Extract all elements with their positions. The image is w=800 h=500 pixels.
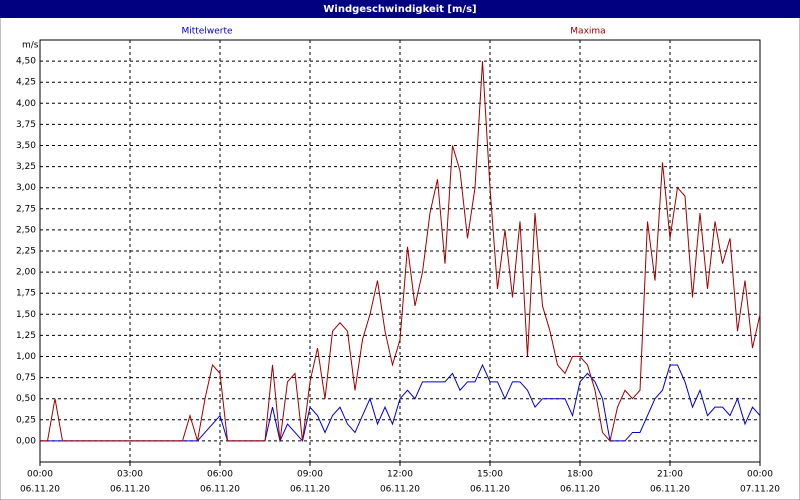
x-tick-label: 21:00 bbox=[657, 470, 683, 480]
y-tick-label: 0,00 bbox=[16, 436, 36, 446]
x-tick-date: 06.11.20 bbox=[380, 485, 420, 495]
y-tick-label: 3,50 bbox=[16, 141, 36, 151]
y-tick-label: 0,50 bbox=[16, 394, 36, 404]
y-tick-label: 3,75 bbox=[16, 120, 36, 130]
y-tick-label: 1,00 bbox=[16, 352, 36, 362]
x-tick-label: 06:00 bbox=[207, 470, 233, 480]
y-axis-label: m/s bbox=[22, 41, 39, 51]
title-bar bbox=[0, 0, 800, 18]
x-tick-date: 06.11.20 bbox=[110, 485, 150, 495]
y-tick-label: 2,75 bbox=[16, 204, 36, 214]
y-tick-label: 1,50 bbox=[16, 310, 36, 320]
chart-title: Windgeschwindigkeit [m/s] bbox=[323, 4, 476, 15]
x-tick-date: 06.11.20 bbox=[20, 485, 60, 495]
y-tick-label: 2,00 bbox=[16, 268, 36, 278]
y-tick-label: 4,25 bbox=[16, 78, 36, 88]
x-tick-label: 00:00 bbox=[27, 470, 53, 480]
y-tick-label: 4,00 bbox=[16, 99, 36, 109]
x-tick-label: 12:00 bbox=[387, 470, 413, 480]
y-tick-label: 1,75 bbox=[16, 289, 36, 299]
x-tick-date: 06.11.20 bbox=[650, 485, 690, 495]
y-tick-label: 1,25 bbox=[16, 331, 36, 341]
y-tick-label: 2,25 bbox=[16, 247, 36, 257]
x-tick-date: 06.11.20 bbox=[560, 485, 600, 495]
x-tick-label: 18:00 bbox=[567, 470, 593, 480]
x-tick-date: 06.11.20 bbox=[470, 485, 510, 495]
x-tick-label: 03:00 bbox=[117, 470, 143, 480]
x-tick-date: 07.11.20 bbox=[740, 485, 780, 495]
y-tick-label: 3,25 bbox=[16, 162, 36, 172]
y-tick-label: 4,50 bbox=[16, 57, 36, 67]
x-tick-label: 00:00 bbox=[747, 470, 773, 480]
x-tick-date: 06.11.20 bbox=[200, 485, 240, 495]
x-tick-label: 09:00 bbox=[297, 470, 323, 480]
y-tick-label: 3,00 bbox=[16, 183, 36, 193]
legend-label: Maxima bbox=[570, 27, 605, 37]
x-tick-label: 15:00 bbox=[477, 470, 503, 480]
data-line bbox=[40, 61, 761, 442]
x-tick-date: 06.11.20 bbox=[290, 485, 330, 495]
legend-label: Mittelwerte bbox=[181, 27, 232, 37]
y-tick-label: 0,25 bbox=[16, 415, 36, 425]
y-tick-label: 2,50 bbox=[16, 225, 36, 235]
y-tick-label: 0,75 bbox=[16, 373, 36, 383]
